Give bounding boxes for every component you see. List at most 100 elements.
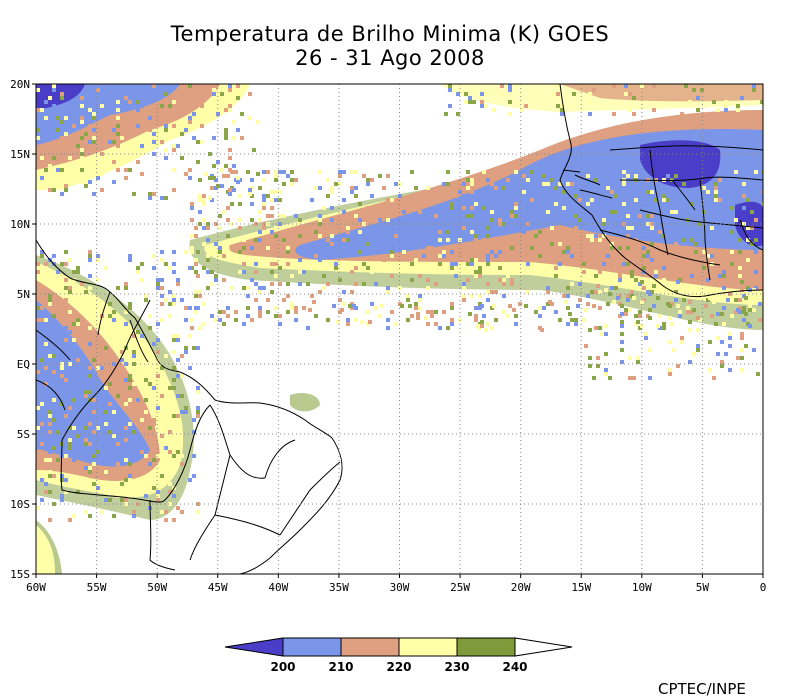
pixel-speck: [410, 198, 414, 202]
pixel-speck: [486, 226, 490, 230]
pixel-speck: [160, 140, 164, 144]
pixel-speck: [68, 406, 72, 410]
pixel-speck: [374, 282, 378, 286]
pixel-speck: [416, 316, 420, 320]
pixel-speck: [48, 490, 52, 494]
pixel-speck: [72, 270, 76, 274]
pixel-speck: [604, 368, 608, 372]
pixel-speck: [128, 478, 132, 482]
pixel-speck: [128, 374, 132, 378]
pixel-speck: [410, 170, 414, 174]
pixel-speck: [486, 322, 490, 326]
pixel-speck: [322, 286, 326, 290]
pixel-speck: [60, 478, 64, 482]
pixel-speck: [520, 108, 524, 112]
pixel-speck: [494, 318, 498, 322]
pixel-speck: [290, 178, 294, 182]
pixel-speck: [722, 230, 726, 234]
pixel-speck: [696, 316, 700, 320]
pixel-speck: [124, 458, 128, 462]
pixel-speck: [386, 206, 390, 210]
pixel-speck: [84, 394, 88, 398]
pixel-speck: [426, 230, 430, 234]
pixel-speck: [184, 172, 188, 176]
pixel-speck: [196, 410, 200, 414]
pixel-speck: [112, 362, 116, 366]
pixel-speck: [558, 182, 562, 186]
pixel-speck: [72, 124, 76, 128]
pixel-speck: [654, 270, 658, 274]
pixel-speck: [604, 372, 608, 376]
nw-blue: [36, 84, 180, 145]
pixel-speck: [566, 246, 570, 250]
pixel-speck: [534, 234, 538, 238]
pixel-speck: [116, 132, 120, 136]
lon-tick-label: 50W: [147, 581, 167, 594]
pixel-speck: [104, 378, 108, 382]
pixel-speck: [92, 462, 96, 466]
pixel-speck: [298, 234, 302, 238]
pixel-speck: [570, 318, 574, 322]
pixel-speck: [52, 446, 56, 450]
pixel-speck: [606, 254, 610, 258]
pixel-speck: [104, 422, 108, 426]
pixel-speck: [758, 318, 762, 322]
pixel-speck: [318, 290, 322, 294]
pixel-speck: [60, 362, 64, 366]
pixel-speck: [96, 414, 100, 418]
pixel-speck: [712, 376, 716, 380]
pixel-speck: [60, 262, 64, 266]
pixel-speck: [386, 318, 390, 322]
ne-brazil-green: [290, 393, 320, 412]
pixel-speck: [212, 176, 216, 180]
pixel-speck: [740, 356, 744, 360]
pixel-speck: [80, 164, 84, 168]
pixel-speck: [526, 262, 530, 266]
pixel-speck: [742, 182, 746, 186]
pixel-speck: [566, 182, 570, 186]
pixel-speck: [190, 234, 194, 238]
pixel-speck: [508, 100, 512, 104]
pixel-speck: [60, 192, 64, 196]
pixel-speck: [84, 184, 88, 188]
pixel-speck: [60, 374, 64, 378]
pixel-speck: [354, 318, 358, 322]
pixel-speck: [684, 84, 688, 88]
pixel-speck: [302, 306, 306, 310]
pixel-speck: [36, 426, 40, 430]
pixel-speck: [40, 498, 44, 502]
pixel-speck: [172, 470, 176, 474]
pixel-speck: [468, 100, 472, 104]
pixel-speck: [180, 394, 184, 398]
pixel-speck: [638, 206, 642, 210]
pixel-speck: [238, 218, 242, 222]
pixel-speck: [124, 422, 128, 426]
pixel-speck: [736, 104, 740, 108]
pixel-speck: [250, 178, 254, 182]
pixel-speck: [506, 178, 510, 182]
pixel-speck: [424, 316, 428, 320]
pixel-speck: [64, 326, 68, 330]
pixel-speck: [198, 178, 202, 182]
pixel-speck: [52, 188, 56, 192]
pixel-speck: [720, 364, 724, 368]
pixel-speck: [462, 282, 466, 286]
pixel-speck: [366, 310, 370, 314]
pixel-speck: [728, 336, 732, 340]
pixel-speck: [298, 270, 302, 274]
pixel-speck: [572, 92, 576, 96]
pixel-speck: [124, 342, 128, 346]
pixel-speck: [426, 322, 430, 326]
pixel-speck: [410, 314, 414, 318]
pixel-speck: [44, 366, 48, 370]
pixel-speck: [490, 290, 494, 294]
pixel-speck: [220, 92, 224, 96]
pixel-speck: [140, 144, 144, 148]
pixel-speck: [48, 132, 52, 136]
pixel-speck: [226, 218, 230, 222]
pixel-speck: [132, 446, 136, 450]
pixel-speck: [566, 322, 570, 326]
pixel-speck: [604, 324, 608, 328]
pixel-speck: [196, 414, 200, 418]
pixel-speck: [362, 262, 366, 266]
